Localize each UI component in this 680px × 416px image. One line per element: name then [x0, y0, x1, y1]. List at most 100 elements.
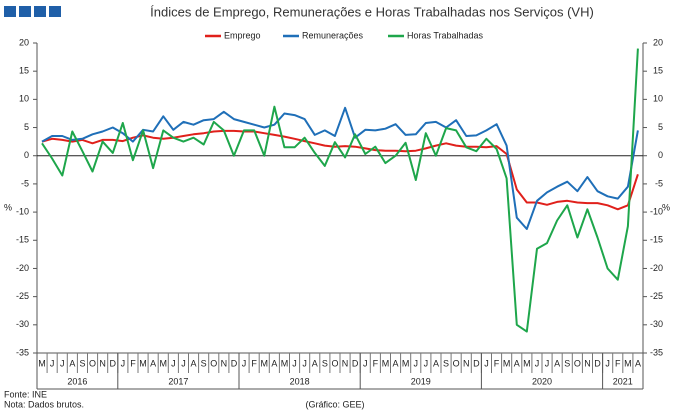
x-tick-label: J — [545, 358, 550, 368]
x-tick-label: F — [615, 358, 621, 368]
y-tick-label: -25 — [16, 291, 29, 301]
x-tick-label: M — [160, 358, 168, 368]
x-tick-label: S — [322, 358, 328, 368]
series-line — [41, 48, 639, 333]
x-tick-label: S — [443, 358, 449, 368]
x-tick-label: A — [393, 358, 399, 368]
y-tick-label: -10 — [16, 206, 29, 216]
x-tick-label: N — [584, 358, 591, 368]
x-tick-label: J — [50, 358, 55, 368]
x-tick-label: D — [473, 358, 480, 368]
chart-title: Índices de Emprego, Remunerações e Horas… — [150, 4, 594, 19]
y2-tick-label: -10 — [650, 206, 663, 216]
y-tick-label: -20 — [16, 263, 29, 273]
logo-block — [34, 6, 46, 17]
x-tick-label: S — [79, 358, 85, 368]
logo-block — [49, 6, 61, 17]
legend-label: Horas Trabalhadas — [407, 30, 484, 40]
y-tick-label: -35 — [16, 347, 29, 357]
x-tick-label: M — [281, 358, 289, 368]
y2-tick-label: 5 — [658, 122, 663, 132]
x-tick-label: J — [242, 358, 247, 368]
x-tick-label: N — [342, 358, 349, 368]
x-tick-label: O — [574, 358, 581, 368]
year-label: 2016 — [67, 376, 87, 386]
y2-tick-label: -30 — [650, 319, 663, 329]
year-label: 2019 — [411, 376, 431, 386]
y-tick-label: 0 — [24, 150, 29, 160]
x-tick-label: J — [605, 358, 610, 368]
y2-tick-label: -20 — [650, 263, 663, 273]
x-tick-label: A — [514, 358, 520, 368]
x-tick-label: O — [89, 358, 96, 368]
y2-tick-label: 20 — [653, 37, 663, 47]
x-tick-label: F — [251, 358, 257, 368]
y2-tick-label: 10 — [653, 94, 663, 104]
x-tick-label: A — [635, 358, 641, 368]
x-tick-label: D — [231, 358, 238, 368]
x-tick-label: S — [201, 358, 207, 368]
y2-tick-label: -25 — [650, 291, 663, 301]
x-tick-label: J — [292, 358, 297, 368]
y2-tick-label: 0 — [658, 150, 663, 160]
x-tick-label: D — [352, 358, 359, 368]
x-tick-label: F — [130, 358, 136, 368]
y-tick-label: 20 — [19, 37, 29, 47]
x-tick-label: A — [271, 358, 277, 368]
x-tick-label: A — [69, 358, 75, 368]
y2-axis-label: % — [662, 202, 670, 212]
x-tick-label: M — [382, 358, 390, 368]
x-tick-label: M — [139, 358, 147, 368]
x-tick-label: M — [624, 358, 632, 368]
x-tick-label: N — [221, 358, 228, 368]
x-tick-label: J — [302, 358, 307, 368]
year-label: 2021 — [613, 376, 633, 386]
y2-tick-label: 15 — [653, 66, 663, 76]
source: Fonte: INE — [4, 389, 47, 399]
x-tick-label: J — [121, 358, 126, 368]
x-tick-label: J — [484, 358, 489, 368]
x-tick-label: A — [150, 358, 156, 368]
x-tick-label: J — [535, 358, 540, 368]
x-tick-label: J — [363, 358, 368, 368]
x-tick-label: N — [463, 358, 470, 368]
legend-label: Emprego — [224, 30, 261, 40]
x-tick-label: J — [424, 358, 429, 368]
x-tick-label: M — [523, 358, 531, 368]
x-tick-label: N — [99, 358, 106, 368]
x-tick-label: J — [60, 358, 65, 368]
credit: (Gráfico: GEE) — [305, 399, 364, 409]
x-tick-label: F — [494, 358, 500, 368]
x-tick-label: A — [312, 358, 318, 368]
x-tick-label: F — [373, 358, 379, 368]
x-tick-label: M — [402, 358, 410, 368]
x-tick-label: D — [110, 358, 117, 368]
y-tick-label: -15 — [16, 235, 29, 245]
logo-block — [19, 6, 31, 17]
year-label: 2018 — [290, 376, 310, 386]
y2-tick-label: -5 — [655, 178, 663, 188]
y-tick-label: -5 — [21, 178, 29, 188]
year-label: 2017 — [168, 376, 188, 386]
x-tick-label: M — [261, 358, 269, 368]
x-tick-label: A — [433, 358, 439, 368]
x-tick-label: J — [181, 358, 186, 368]
series-line — [41, 106, 639, 230]
x-tick-label: J — [414, 358, 419, 368]
series-line — [41, 129, 639, 211]
x-tick-label: M — [38, 358, 46, 368]
x-tick-label: O — [331, 358, 338, 368]
y2-tick-label: -15 — [650, 235, 663, 245]
legend-label: Remunerações — [302, 30, 364, 40]
logo-block — [4, 6, 16, 17]
x-tick-label: M — [503, 358, 511, 368]
y-tick-label: 10 — [19, 94, 29, 104]
y-tick-label: 5 — [24, 122, 29, 132]
y2-tick-label: -35 — [650, 347, 663, 357]
x-tick-label: A — [554, 358, 560, 368]
x-tick-label: J — [171, 358, 176, 368]
x-tick-label: A — [191, 358, 197, 368]
x-tick-label: O — [210, 358, 217, 368]
x-tick-label: O — [453, 358, 460, 368]
